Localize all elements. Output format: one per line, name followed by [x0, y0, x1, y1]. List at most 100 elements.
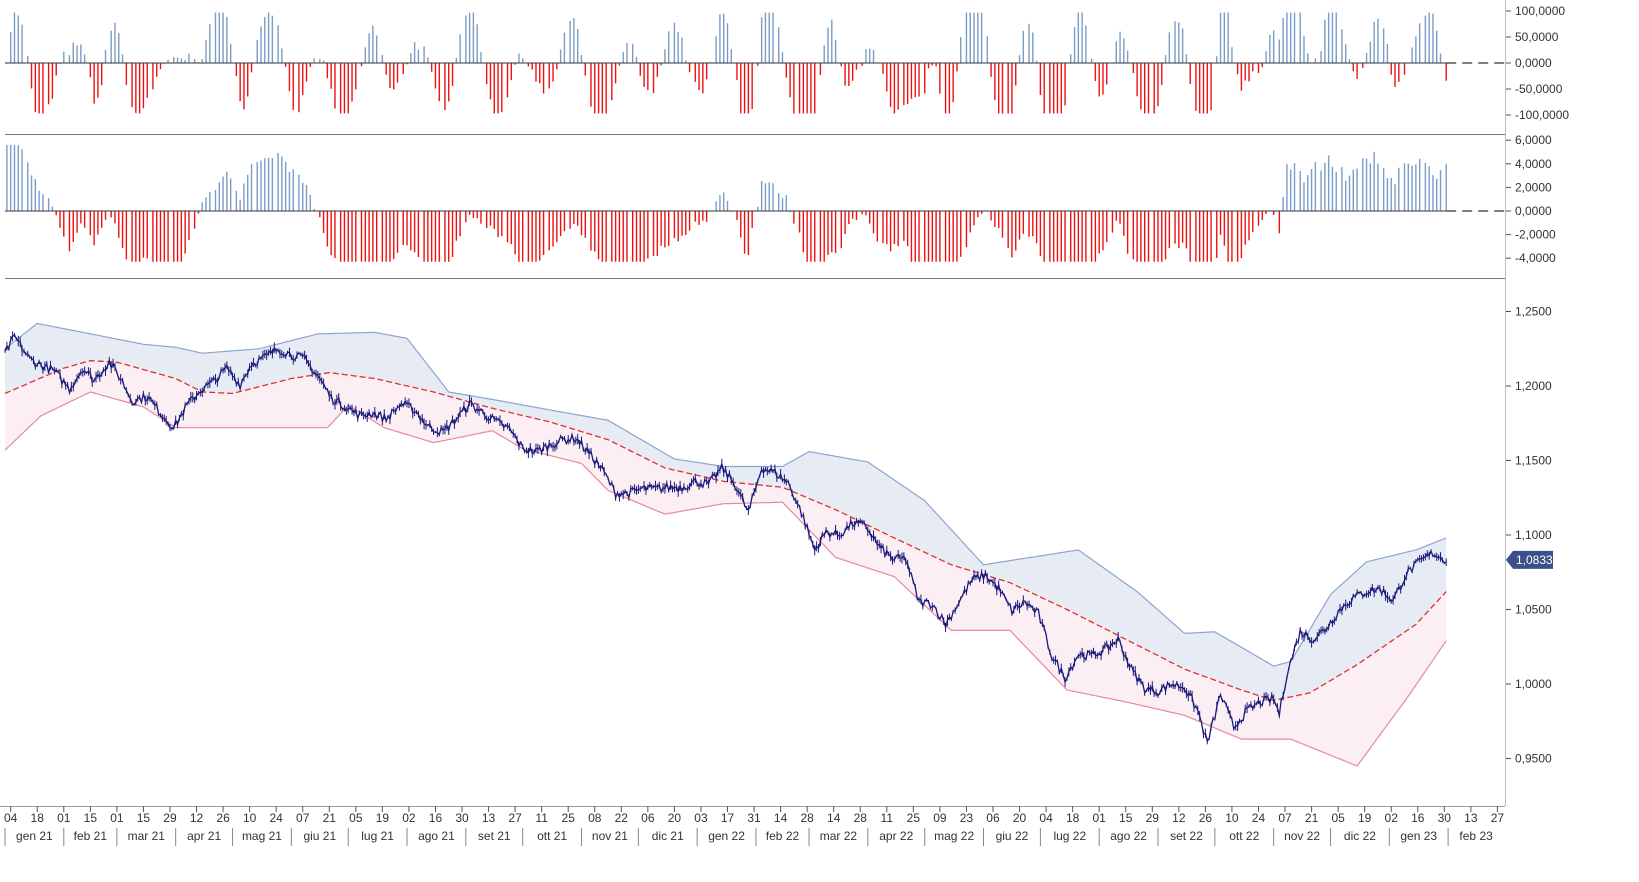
- oscillator-bar: [1039, 211, 1042, 256]
- oscillator-bar: [673, 211, 676, 239]
- oscillator-bar: [1001, 211, 1004, 238]
- oscillator-bar: [271, 158, 274, 211]
- oscillator-bar: [389, 211, 391, 262]
- oscillator-bar: [834, 211, 837, 253]
- oscillator-bar: [1314, 161, 1317, 211]
- oscillator-bar: [556, 63, 558, 70]
- oscillator-bar: [1136, 211, 1138, 262]
- oscillator-bar: [1195, 211, 1197, 262]
- oscillator-bar: [719, 14, 721, 63]
- oscillator-bar: [250, 63, 253, 73]
- oscillator-bar: [681, 37, 683, 63]
- oscillator-bar: [542, 211, 545, 255]
- oscillator-bar: [1043, 63, 1045, 114]
- x-tick-label: 13: [1464, 811, 1478, 825]
- oscillator-bar: [444, 63, 446, 111]
- oscillator-bar: [34, 179, 37, 211]
- oscillator-bar: [468, 12, 471, 64]
- oscillator-bar: [1424, 15, 1427, 63]
- oscillator-bar: [548, 63, 550, 89]
- oscillator-bar: [1252, 211, 1254, 233]
- oscillator-bar: [1303, 182, 1305, 211]
- oscillator-bar: [1418, 158, 1421, 211]
- month-label: mag 22: [934, 829, 974, 843]
- oscillator-bar: [944, 211, 947, 262]
- oscillator-bar: [497, 63, 499, 114]
- oscillator-bar: [510, 63, 513, 81]
- oscillator-bar: [465, 211, 467, 223]
- oscillator-bar: [184, 60, 186, 63]
- oscillator-bar: [114, 22, 116, 63]
- oscillator-bar: [55, 211, 57, 216]
- oscillator-bar: [27, 56, 29, 63]
- oscillator-bar: [159, 211, 162, 262]
- oscillator-bar: [611, 211, 613, 262]
- oscillator-bar: [1439, 170, 1442, 211]
- oscillator-bar: [319, 59, 321, 63]
- oscillator-bar: [152, 63, 154, 90]
- oscillator-bar: [121, 54, 124, 63]
- oscillator-bar: [1231, 47, 1233, 63]
- oscillator-bar: [789, 63, 791, 98]
- oscillator-bar: [1157, 63, 1159, 107]
- oscillator-bar: [1236, 63, 1239, 75]
- oscillator-bar: [631, 211, 634, 262]
- oscillator-bar: [705, 63, 708, 80]
- oscillator-bar: [897, 63, 899, 110]
- oscillator-bar: [510, 211, 513, 245]
- oscillator-bar: [673, 22, 676, 64]
- oscillator-bar: [622, 211, 624, 262]
- oscillator-bar: [668, 211, 670, 247]
- oscillator-bar: [886, 211, 888, 245]
- oscillator-bar: [1445, 163, 1447, 211]
- oscillator-bar: [330, 63, 332, 89]
- oscillator-bar: [497, 211, 499, 238]
- oscillator-bar: [393, 63, 395, 90]
- oscillator-bar: [1181, 211, 1184, 243]
- month-label: lug 22: [1053, 829, 1086, 843]
- x-axis: 04 18 01 15 01 15 29 12 26 10 24 07 21 05 19 02 16 30 13 27…: [0, 806, 1505, 846]
- oscillator-bar: [1077, 211, 1080, 262]
- oscillator-bar: [250, 163, 253, 211]
- oscillator-bar: [1293, 163, 1296, 211]
- oscillator-bar: [1373, 21, 1375, 64]
- oscillator-bar: [793, 63, 795, 114]
- oscillator-bar: [243, 183, 245, 211]
- oscillator-bar: [935, 211, 937, 262]
- oscillator-bar: [63, 51, 65, 63]
- oscillator-bar: [1244, 211, 1246, 245]
- x-tick-label: 16: [1411, 811, 1425, 825]
- oscillator-bar: [939, 63, 941, 94]
- oscillator-bar: [101, 63, 103, 86]
- oscillator-bar: [1310, 168, 1313, 211]
- y-tick-label: 50,0000: [1515, 30, 1559, 44]
- oscillator-bar: [260, 26, 262, 63]
- oscillator-bar: [614, 63, 617, 84]
- oscillator-bar: [889, 211, 892, 252]
- month-label: dic 21: [652, 829, 684, 843]
- x-tick-label: 05: [349, 811, 363, 825]
- oscillator-bar: [201, 202, 203, 211]
- oscillator-bar: [802, 211, 805, 253]
- oscillator-bar: [309, 63, 312, 67]
- oscillator-bar: [218, 12, 220, 64]
- oscillator-bar: [990, 211, 992, 221]
- oscillator-bar: [1081, 12, 1083, 64]
- oscillator-bar: [1168, 32, 1171, 63]
- x-tick-label: 14: [774, 811, 788, 825]
- oscillator-bar: [305, 63, 308, 82]
- oscillator-bar: [51, 206, 54, 211]
- oscillator-bar: [267, 12, 270, 64]
- oscillator-bar: [535, 211, 537, 262]
- x-tick-label: 27: [1491, 811, 1505, 825]
- oscillator-bar: [747, 63, 750, 114]
- oscillator-bar: [1269, 34, 1271, 63]
- x-tick-label: 15: [84, 811, 98, 825]
- oscillator-bar: [1382, 168, 1385, 211]
- oscillator-bar: [1231, 211, 1233, 262]
- oscillator-bar: [193, 211, 196, 229]
- oscillator-bar: [347, 63, 349, 114]
- oscillator-bar: [197, 211, 200, 214]
- oscillator-bar: [1132, 211, 1135, 260]
- oscillator-bar: [277, 25, 279, 64]
